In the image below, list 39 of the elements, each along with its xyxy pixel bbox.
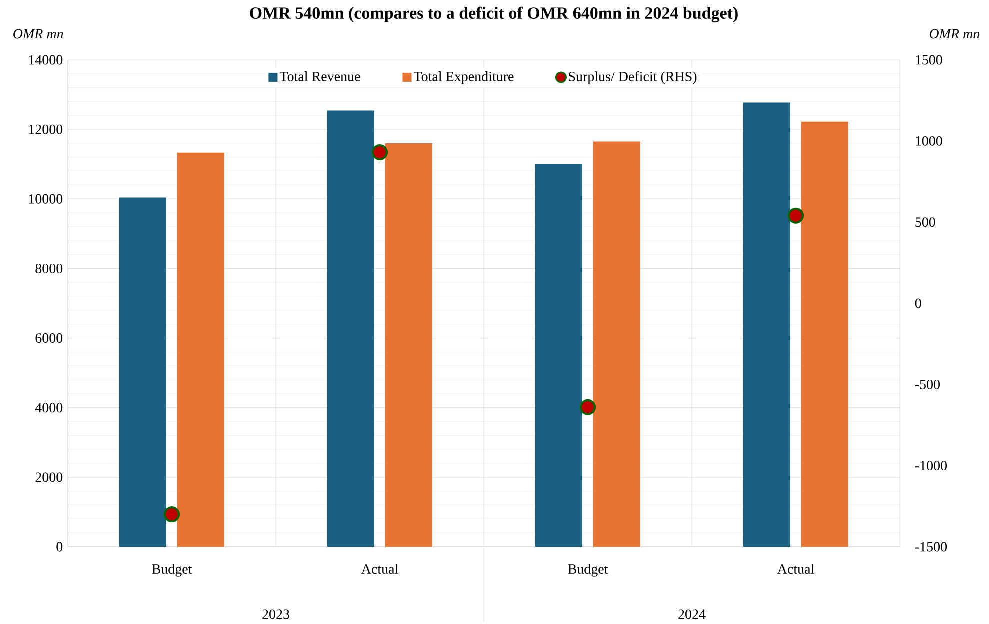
- bar: [178, 152, 225, 547]
- point: [580, 399, 596, 416]
- point: [372, 144, 388, 161]
- x-tick-label: Actual: [361, 564, 398, 574]
- y2-tick-label: 1500: [916, 55, 942, 65]
- y-tick-label: 8000: [36, 264, 63, 274]
- y-tick-label: 2000: [36, 472, 63, 482]
- y-tick-label: 12000: [29, 124, 63, 134]
- y-tick-label: 10000: [29, 194, 63, 204]
- y2-axis-title: OMR mn: [930, 29, 980, 39]
- x-tick-label: Actual: [777, 564, 814, 574]
- legend-label: Surplus/ Deficit (RHS): [569, 71, 697, 84]
- x-tick-label: Budget: [152, 564, 192, 577]
- legend-label: Total Revenue: [280, 72, 360, 82]
- bar: [386, 143, 433, 547]
- text: 2024: [678, 610, 706, 620]
- y2-tick-label: 0: [915, 298, 922, 308]
- bar: [536, 164, 583, 547]
- bar: [328, 110, 375, 547]
- bar: [594, 142, 641, 547]
- chart-title: OMR 540mn (compares to a deficit of OMR 640mn in 2024 budget): [250, 6, 738, 23]
- y-tick-label: 14000: [29, 55, 63, 65]
- y-axis-title: OMR mn: [14, 29, 64, 39]
- y2-tick-label: -500: [915, 380, 940, 390]
- y2-tick-label: -1500: [915, 542, 948, 552]
- y2-tick-label: -1000: [915, 461, 948, 471]
- bar: [802, 122, 849, 547]
- y-tick-label: 4000: [35, 403, 63, 413]
- point: [164, 506, 180, 523]
- point: [788, 208, 804, 224]
- y2-tick-label: 1000: [916, 136, 942, 146]
- y-tick-label: 6000: [36, 334, 63, 344]
- bar: [744, 102, 791, 547]
- bar: [120, 198, 167, 547]
- y-tick-label: 0: [56, 542, 63, 552]
- y2-tick-label: 500: [916, 218, 936, 228]
- x-tick-label: Budget: [568, 564, 608, 577]
- text: 2023: [262, 610, 290, 620]
- legend-label: Total Expenditure: [414, 72, 514, 84]
